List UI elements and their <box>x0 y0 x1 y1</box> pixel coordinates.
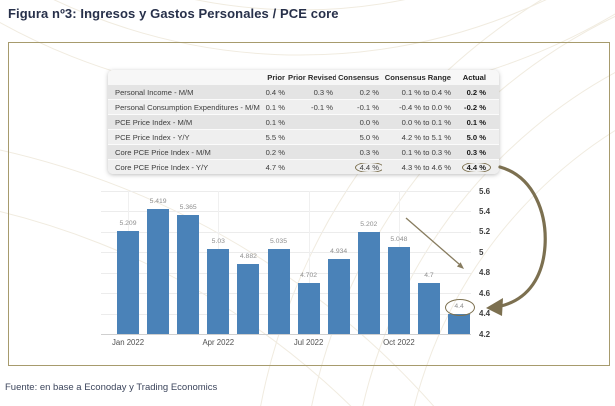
x-tick-label: Oct 2022 <box>383 338 415 347</box>
table-cell-range: 0.1 % to 0.3 % <box>401 147 451 157</box>
table-row: Personal Income - M/M 0.4 % 0.3 % 0.2 % 0.1 … <box>108 85 499 99</box>
x-tick-label: Jul 2022 <box>293 338 324 347</box>
source-note: Fuente: en base a Econoday y Trading Eco… <box>5 382 218 393</box>
table-cell-range: 0.1 % to 0.4 % <box>401 87 451 97</box>
econoday-table: Prior Prior Revised Consensus Consensus Ran… <box>108 70 499 174</box>
bar <box>177 215 200 334</box>
y-tick-label: 4.6 <box>479 288 491 298</box>
bar <box>237 264 260 334</box>
bar <box>267 248 290 334</box>
bar-value-label: 5.03 <box>211 238 225 246</box>
table-cell-actual: -0.2 % <box>464 102 486 112</box>
y-tick-label: 4.8 <box>479 268 491 278</box>
table-cell-prior: 0.2 % <box>265 147 285 157</box>
table-cell-actual: 0.3 % <box>466 147 486 157</box>
table-header-cell: Consensus Range <box>384 73 451 82</box>
bar <box>207 249 230 334</box>
y-tick-label: 5.2 <box>479 227 491 237</box>
bar <box>357 231 380 334</box>
table-row: Core PCE Price Index - M/M 0.2 % 0.3 % 0.1 … <box>108 144 499 159</box>
y-tick-label: 5.6 <box>479 186 491 196</box>
highlight-ellipse <box>445 299 476 317</box>
gridline <box>101 191 471 192</box>
table-cell-actual: 0.1 % <box>466 117 486 127</box>
table-cell-consensus: 0.3 % <box>359 147 379 157</box>
circled-value: 4.4 % <box>354 162 382 172</box>
table-cell-prior: 5.5 % <box>265 132 285 142</box>
bar <box>448 313 471 334</box>
table-cell-range: 0.0 % to 0.1 % <box>401 117 451 127</box>
table-row: Personal Consumption Expenditures - M/M 0… <box>108 99 499 114</box>
table-cell-label: Core PCE Price Index - M/M <box>115 147 211 157</box>
table-cell-consensus: 4.4 % <box>336 162 382 172</box>
table-cell-consensus: 0.0 % <box>359 117 379 127</box>
table-cell-consensus: 0.2 % <box>359 87 379 97</box>
table-cell-range: 4.3 % to 4.6 % <box>401 162 451 172</box>
y-tick-label: 5 <box>479 247 484 257</box>
table-cell-consensus: 5.0 % <box>359 132 379 142</box>
bar-value-label: 5.202 <box>360 220 378 228</box>
table-row: Core PCE Price Index - Y/Y 4.7 % 4.4 % 4.3 … <box>108 159 499 174</box>
gridline <box>101 211 471 213</box>
bar-value-label: 5.419 <box>149 198 167 206</box>
gridline <box>308 191 310 334</box>
y-tick-label: 5.4 <box>479 206 491 216</box>
table-cell-prior: 0.4 % <box>265 87 285 97</box>
y-tick-label: 4.4 <box>479 309 491 319</box>
bar-value-label: 4.934 <box>330 248 348 256</box>
table-row: PCE Price Index - M/M 0.1 % 0.0 % 0.0 % to … <box>108 114 499 129</box>
x-axis-line <box>101 334 471 335</box>
table-cell-label: Personal Consumption Expenditures - M/M <box>115 102 260 112</box>
table-cell-range: 4.2 % to 5.1 % <box>401 132 451 142</box>
x-tick-label: Jan 2022 <box>111 338 145 347</box>
table-cell-label: Core PCE Price Index - Y/Y <box>115 162 209 172</box>
table-cell-label: Personal Income - M/M <box>115 87 194 97</box>
y-tick-label: 4.2 <box>479 329 491 339</box>
x-tick-label: Apr 2022 <box>202 338 235 347</box>
table-header-cell: Prior Revised <box>288 73 336 82</box>
table-cell-revised: -0.1 % <box>311 102 333 112</box>
table-cell-prior: 4.7 % <box>265 162 285 172</box>
bar <box>387 247 410 334</box>
table-cell-prior: 0.1 % <box>265 102 285 112</box>
table-cell-range: -0.4 % to 0.0 % <box>399 102 451 112</box>
bar-value-label: 4.702 <box>300 271 318 279</box>
circled-value: 4.4 % <box>461 162 491 172</box>
figure-panel: Prior Prior Revised Consensus Consensus Ran… <box>8 42 610 366</box>
bar-value-label: 5.209 <box>119 219 137 227</box>
table-cell-actual: 0.2 % <box>466 87 486 97</box>
table-cell-revised: 0.3 % <box>313 87 333 97</box>
core-pce-bar-chart: 5.6 5.4 5.2 5 4.8 4.6 4.4 4.2 5.209 5.419 5.365 5.0… <box>9 43 609 365</box>
table-row: PCE Price Index - Y/Y 5.5 % 5.0 % 4.2 % to … <box>108 129 499 144</box>
table-cell-consensus: -0.1 % <box>357 102 379 112</box>
bar-value-label: 5.035 <box>269 237 287 245</box>
bar-value-label: 4.7 <box>424 271 434 279</box>
bar-value-label: 5.365 <box>179 204 197 211</box>
table-header-cell: Actual <box>462 73 486 82</box>
bar <box>147 209 170 334</box>
table-header-row: Prior Prior Revised Consensus Consensus Ran… <box>108 70 499 85</box>
table-cell-label: PCE Price Index - M/M <box>115 117 193 127</box>
table-cell-actual: 4.4 % <box>454 162 499 172</box>
table-cell-actual: 5.0 % <box>466 132 486 142</box>
bar-value-label: 5.048 <box>390 236 408 244</box>
bar <box>418 282 440 334</box>
table-cell-label: PCE Price Index - Y/Y <box>115 132 190 142</box>
figure-title: Figura nº3: Ingresos y Gastos Personales… <box>8 6 339 21</box>
table-header-cell: Consensus <box>338 73 379 82</box>
bar-value-label: 4.882 <box>239 253 257 261</box>
bar <box>327 259 350 334</box>
table-header-cell: Prior <box>267 73 285 82</box>
bar <box>117 230 139 334</box>
gridline <box>101 231 471 233</box>
bar <box>297 282 320 334</box>
table-cell-prior: 0.1 % <box>265 117 285 127</box>
